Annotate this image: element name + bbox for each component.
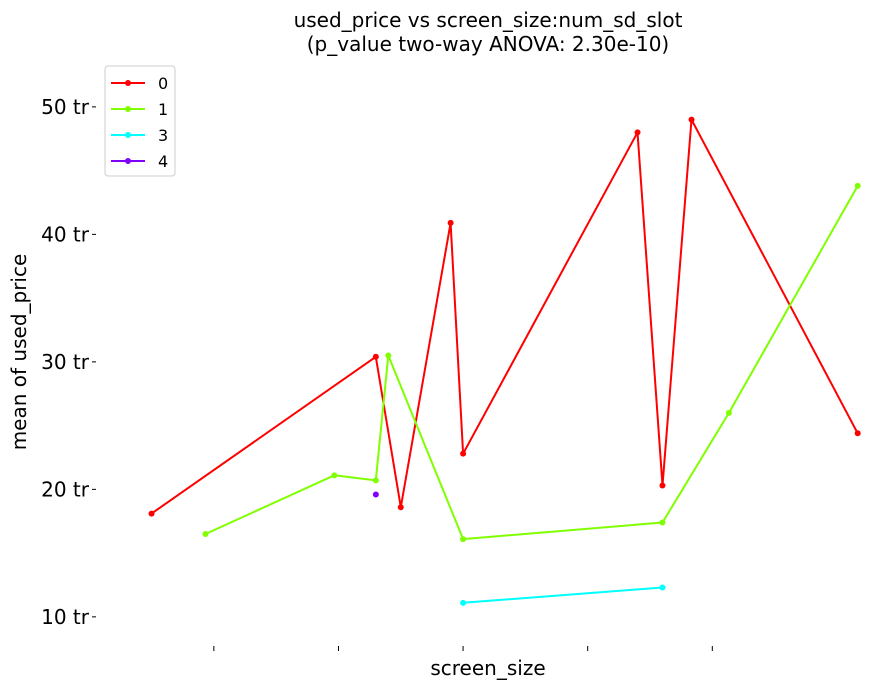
data-point bbox=[372, 491, 379, 498]
x-axis bbox=[213, 646, 713, 651]
data-point bbox=[659, 519, 666, 526]
legend-label: 4 bbox=[158, 152, 168, 171]
data-point bbox=[447, 219, 454, 226]
data-point bbox=[385, 352, 392, 359]
series-line bbox=[150, 118, 859, 515]
y-tick-label: 50 tr bbox=[41, 95, 90, 119]
data-point bbox=[331, 472, 338, 479]
y-axis-label: mean of used_price bbox=[7, 254, 31, 451]
data-point bbox=[202, 530, 209, 537]
legend-label: 0 bbox=[158, 74, 168, 93]
chart-title-line1: used_price vs screen_size:num_sd_slot bbox=[294, 8, 683, 32]
data-point bbox=[372, 353, 379, 360]
legend-label: 3 bbox=[158, 126, 168, 145]
data-point bbox=[460, 599, 467, 606]
data-point bbox=[460, 536, 467, 543]
series-line bbox=[463, 586, 663, 604]
series-3 bbox=[460, 584, 666, 606]
series-1 bbox=[202, 182, 861, 543]
legend-marker bbox=[125, 106, 131, 112]
y-axis: 10 tr 20 tr 30 tr 40 tr 50 tr bbox=[41, 95, 96, 629]
y-tick-label: 10 tr bbox=[41, 605, 90, 629]
data-point bbox=[659, 584, 666, 591]
data-point bbox=[634, 129, 641, 136]
data-point bbox=[372, 477, 379, 484]
data-point bbox=[460, 450, 467, 457]
legend-marker bbox=[125, 80, 131, 86]
legend-label: 1 bbox=[158, 100, 168, 119]
data-point bbox=[854, 430, 861, 437]
series-4 bbox=[372, 491, 379, 498]
data-point bbox=[725, 409, 732, 416]
series-line bbox=[205, 185, 859, 541]
y-tick-label: 20 tr bbox=[41, 477, 90, 501]
legend-marker bbox=[125, 158, 131, 164]
legend: 0 1 3 4 bbox=[104, 65, 176, 177]
series-lines bbox=[148, 116, 861, 606]
data-point bbox=[659, 482, 666, 489]
data-point bbox=[688, 116, 695, 123]
data-point bbox=[148, 510, 155, 517]
y-tick-label: 40 tr bbox=[41, 222, 90, 246]
x-axis-label: screen_size bbox=[430, 656, 545, 680]
data-point bbox=[854, 182, 861, 189]
series-0 bbox=[148, 116, 861, 517]
data-point bbox=[397, 504, 404, 511]
legend-marker bbox=[125, 132, 131, 138]
y-tick-label: 30 tr bbox=[41, 350, 90, 374]
legend-box bbox=[104, 65, 176, 177]
chart-title-line2: (p_value two-way ANOVA: 2.30e-10) bbox=[307, 32, 669, 56]
